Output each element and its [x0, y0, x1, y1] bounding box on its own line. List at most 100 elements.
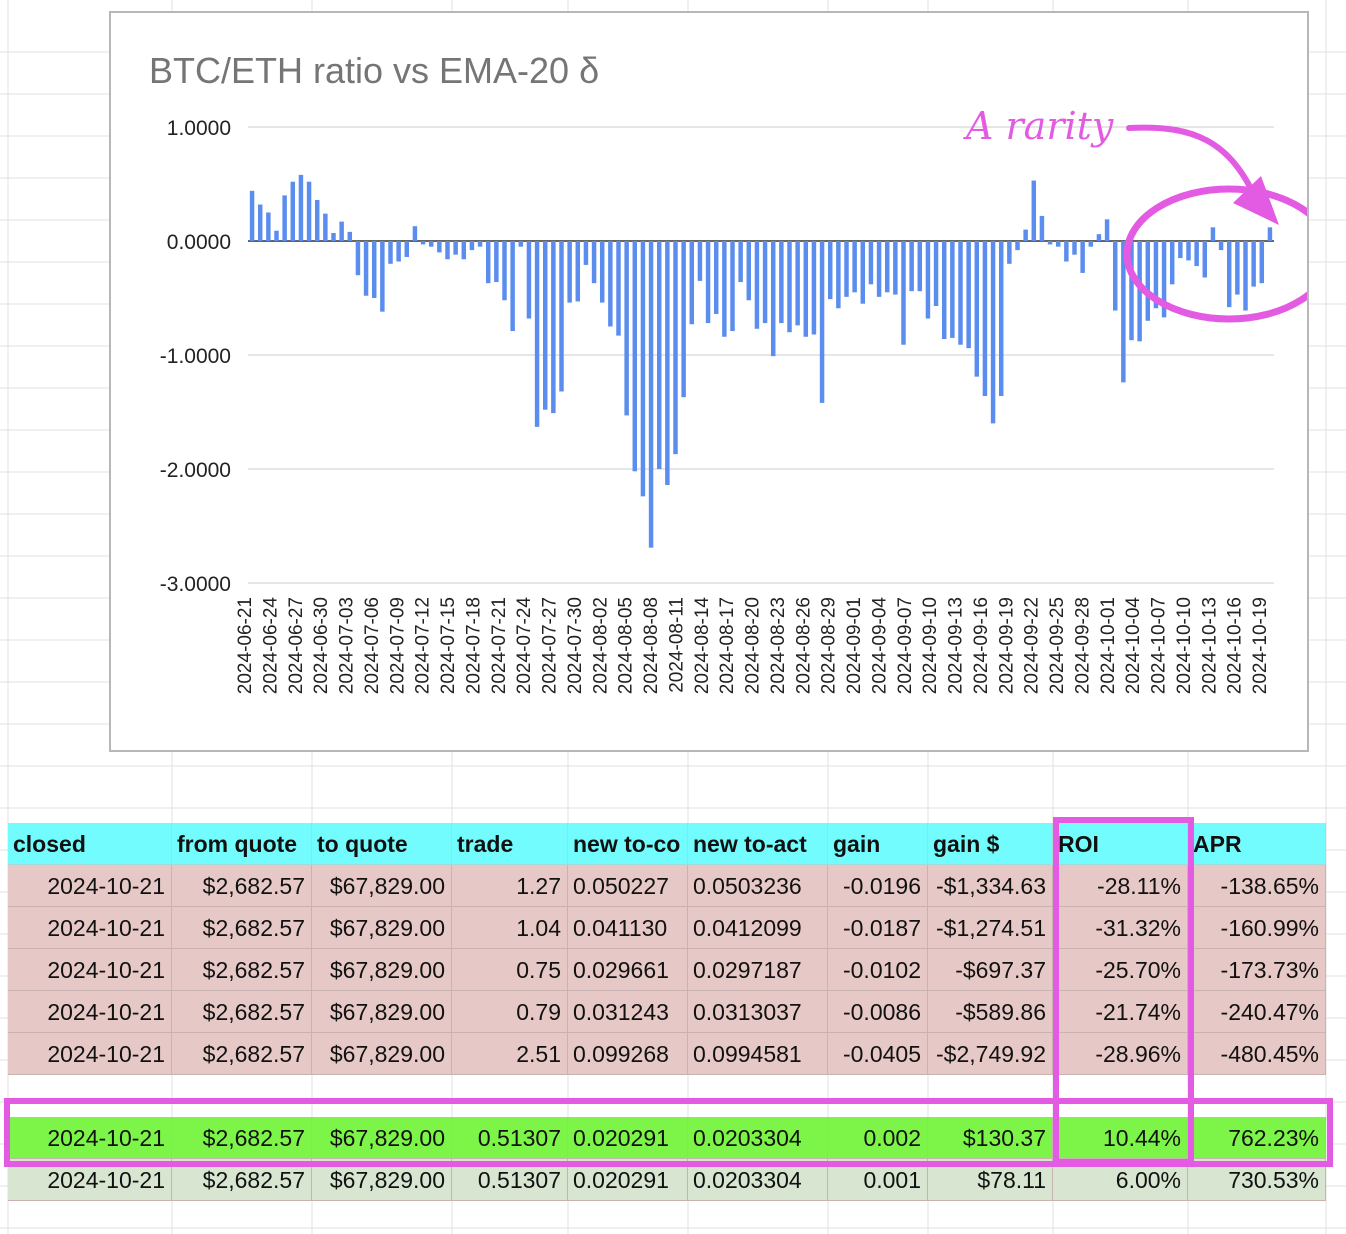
table-cell[interactable]: 0.75: [452, 949, 568, 991]
table-cell[interactable]: -0.0187: [828, 907, 928, 949]
table-cell[interactable]: 10.44%: [1053, 1117, 1188, 1159]
header-cell[interactable]: gain $: [928, 823, 1053, 865]
header-cell[interactable]: closed: [8, 823, 172, 865]
bar: [982, 241, 988, 397]
table-cell[interactable]: 0.51307: [452, 1117, 568, 1159]
table-cell[interactable]: 1.04: [452, 907, 568, 949]
x-tick-label: 2024-08-29: [819, 597, 840, 694]
bar: [958, 241, 963, 345]
bar: [510, 241, 515, 332]
table-cell[interactable]: -173.73%: [1188, 949, 1326, 991]
table-cell[interactable]: $67,829.00: [312, 907, 452, 949]
table-cell[interactable]: $78.11: [928, 1159, 1053, 1201]
table-cell[interactable]: 0.0203304: [688, 1117, 828, 1159]
table-cell[interactable]: $2,682.57: [172, 991, 312, 1033]
table-cell[interactable]: 2.51: [452, 1033, 568, 1075]
table-cell[interactable]: 0.002: [828, 1117, 928, 1159]
table-cell[interactable]: 730.53%: [1188, 1159, 1326, 1201]
table-cell[interactable]: 0.050227: [568, 865, 688, 907]
header-cell[interactable]: ROI: [1053, 823, 1188, 865]
bar: [1137, 241, 1142, 342]
table-cell[interactable]: -$697.37: [928, 949, 1053, 991]
table-cell[interactable]: 2024-10-21: [8, 949, 172, 991]
table-cell[interactable]: -$589.86: [928, 991, 1053, 1033]
table-cell[interactable]: -28.96%: [1053, 1033, 1188, 1075]
table-cell[interactable]: 0.041130: [568, 907, 688, 949]
table-cell[interactable]: $2,682.57: [172, 949, 312, 991]
table-cell[interactable]: -$2,749.92: [928, 1033, 1053, 1075]
table-cell[interactable]: 2024-10-21: [8, 1159, 172, 1201]
table-cell[interactable]: $67,829.00: [312, 949, 452, 991]
bar: [380, 241, 385, 312]
y-tick-label: 0.0000: [167, 231, 231, 254]
table-cell[interactable]: 2024-10-21: [8, 1117, 172, 1159]
table-cell[interactable]: 2024-10-21: [8, 1033, 172, 1075]
table-cell[interactable]: $2,682.57: [172, 1117, 312, 1159]
table-cell[interactable]: 0.0994581: [688, 1033, 828, 1075]
bar: [795, 241, 800, 326]
table-cell[interactable]: 0.0297187: [688, 949, 828, 991]
bar: [591, 241, 597, 284]
x-tick-label: 2024-06-30: [311, 597, 332, 694]
table-cell[interactable]: -160.99%: [1188, 907, 1326, 949]
table-cell[interactable]: -138.65%: [1188, 865, 1326, 907]
table-cell[interactable]: -480.45%: [1188, 1033, 1326, 1075]
bar: [1072, 241, 1077, 255]
header-cell[interactable]: APR: [1188, 823, 1326, 865]
table-cell[interactable]: 0.0503236: [688, 865, 828, 907]
table-cell[interactable]: 6.00%: [1053, 1159, 1188, 1201]
table-cell[interactable]: 0.099268: [568, 1033, 688, 1075]
table-cell[interactable]: $2,682.57: [172, 1033, 312, 1075]
bar: [502, 241, 507, 301]
x-tick-label: 2024-10-19: [1250, 597, 1271, 694]
table-cell[interactable]: -31.32%: [1053, 907, 1188, 949]
table-cell[interactable]: 0.020291: [568, 1159, 688, 1201]
table-cell[interactable]: $67,829.00: [312, 1159, 452, 1201]
bar: [469, 241, 475, 251]
header-cell[interactable]: new to-co: [568, 823, 688, 865]
chart-panel[interactable]: BTC/ETH ratio vs EMA-20 δ 1.0000 0.0000 -1…: [109, 11, 1309, 752]
table-cell[interactable]: 0.51307: [452, 1159, 568, 1201]
table-cell[interactable]: 2024-10-21: [8, 991, 172, 1033]
table-cell[interactable]: $67,829.00: [312, 991, 452, 1033]
table-cell[interactable]: $2,682.57: [172, 907, 312, 949]
table-cell[interactable]: 0.79: [452, 991, 568, 1033]
table-cell[interactable]: $2,682.57: [172, 865, 312, 907]
table-cell[interactable]: $67,829.00: [312, 1117, 452, 1159]
header-cell[interactable]: from quote: [172, 823, 312, 865]
header-cell[interactable]: new to-act: [688, 823, 828, 865]
table-cell[interactable]: $67,829.00: [312, 865, 452, 907]
table-cell[interactable]: 1.27: [452, 865, 568, 907]
header-cell[interactable]: gain: [828, 823, 928, 865]
table-cell[interactable]: 0.0203304: [688, 1159, 828, 1201]
table-cell[interactable]: 0.001: [828, 1159, 928, 1201]
header-cell[interactable]: trade: [452, 823, 568, 865]
table-cell[interactable]: -0.0086: [828, 991, 928, 1033]
table-cell[interactable]: -240.47%: [1188, 991, 1326, 1033]
table-cell[interactable]: -0.0196: [828, 865, 928, 907]
bar: [925, 241, 931, 319]
table-cell[interactable]: -$1,334.63: [928, 865, 1053, 907]
table-cell[interactable]: -21.74%: [1053, 991, 1188, 1033]
table-cell[interactable]: 0.029661: [568, 949, 688, 991]
table-cell[interactable]: -0.0102: [828, 949, 928, 991]
table-cell[interactable]: 2024-10-21: [8, 907, 172, 949]
table-cell[interactable]: 0.020291: [568, 1117, 688, 1159]
table-cell[interactable]: -28.11%: [1053, 865, 1188, 907]
table-cell[interactable]: 0.031243: [568, 991, 688, 1033]
table-cell[interactable]: 2024-10-21: [8, 865, 172, 907]
table-cell[interactable]: $130.37: [928, 1117, 1053, 1159]
bar: [909, 241, 914, 292]
bar: [974, 241, 980, 377]
table-cell[interactable]: 762.23%: [1188, 1117, 1326, 1159]
bar: [1259, 241, 1265, 284]
table-cell[interactable]: 0.0412099: [688, 907, 828, 949]
table-cell[interactable]: -$1,274.51: [928, 907, 1053, 949]
table-cell[interactable]: -0.0405: [828, 1033, 928, 1075]
header-cell[interactable]: to quote: [312, 823, 452, 865]
y-tick-label: -1.0000: [160, 345, 231, 368]
table-cell[interactable]: -25.70%: [1053, 949, 1188, 991]
table-cell[interactable]: 0.0313037: [688, 991, 828, 1033]
table-cell[interactable]: $2,682.57: [172, 1159, 312, 1201]
table-cell[interactable]: $67,829.00: [312, 1033, 452, 1075]
